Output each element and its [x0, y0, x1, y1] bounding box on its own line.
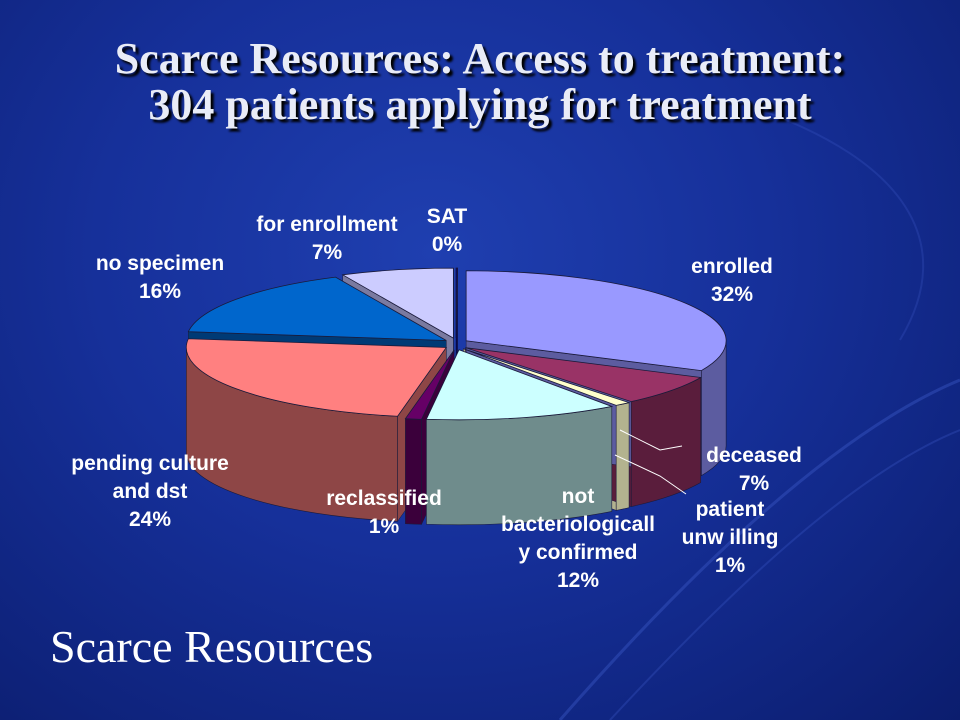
- data-label-line: 7%: [312, 241, 343, 264]
- pie-slice-pending-culture-and-dst: [185, 338, 448, 417]
- pie-labels: enrolled 32% deceased 7% patient unw illing 1%…: [71, 205, 802, 592]
- data-label-line: patient: [696, 498, 765, 521]
- data-label-line: not: [562, 485, 595, 508]
- data-label-line: reclassified: [326, 487, 442, 510]
- data-label-line: enrolled: [691, 255, 773, 278]
- pie-slice-for-enrollment: [341, 267, 454, 339]
- pie-slice-patient-unwilling: [463, 348, 631, 406]
- pie-slice-not-bacteriologically-confirmed: [425, 349, 614, 421]
- data-label-pending-culture-and-dst: pending culture and dst 24%: [71, 452, 229, 531]
- data-label-deceased: deceased 7%: [706, 444, 802, 495]
- data-label-line: 7%: [739, 472, 770, 495]
- data-label-line: 1%: [369, 515, 400, 538]
- data-label-patient-unwilling: patient unw illing 1%: [682, 498, 779, 577]
- data-label-line: 16%: [139, 280, 181, 303]
- data-label-reclassified: reclassified 1%: [326, 487, 442, 538]
- data-label-line: bacteriologicall: [501, 513, 655, 536]
- data-label-line: and dst: [113, 480, 188, 503]
- pie-slice-enrolled: [465, 270, 727, 372]
- data-label-line: 32%: [711, 283, 753, 306]
- data-label-enrolled: enrolled 32%: [691, 255, 773, 306]
- data-label-sat: SAT 0%: [427, 205, 468, 256]
- data-label-line: no specimen: [96, 252, 224, 275]
- slide-footer: Scarce Resources: [50, 621, 374, 672]
- pie-tops: [185, 267, 727, 421]
- data-label-line: unw illing: [682, 526, 779, 549]
- pie-slice-deceased: [465, 347, 702, 403]
- data-label-line: deceased: [706, 444, 802, 467]
- slide-title-line-1: Scarce Resources: Access to treatment:: [114, 34, 846, 83]
- data-label-line: pending culture: [71, 452, 229, 475]
- data-label-line: 12%: [557, 569, 599, 592]
- data-label-line: SAT: [427, 205, 468, 228]
- data-label-for-enrollment: for enrollment 7%: [256, 213, 397, 264]
- data-label-no-specimen: no specimen 16%: [96, 252, 224, 303]
- leader-line-patient-unwilling: [614, 454, 687, 495]
- slide-title-line-2: 304 patients applying for treatment: [148, 80, 812, 129]
- data-label-line: 1%: [715, 554, 746, 577]
- slide-title: Scarce Resources: Access to treatment: 3…: [0, 36, 960, 128]
- pie-slice-no-specimen: [187, 276, 447, 341]
- data-label-line: for enrollment: [256, 213, 397, 236]
- pie-slice-sat: [455, 267, 459, 339]
- data-label-line: y confirmed: [518, 541, 637, 564]
- data-label-line: 0%: [432, 233, 463, 256]
- data-label-not-bacteriologically-confirmed: not bacteriologicall y confirmed 12%: [501, 485, 655, 592]
- data-label-line: 24%: [129, 508, 171, 531]
- leader-line-deceased: [619, 429, 683, 451]
- pie-slice-reclassified: [404, 349, 455, 420]
